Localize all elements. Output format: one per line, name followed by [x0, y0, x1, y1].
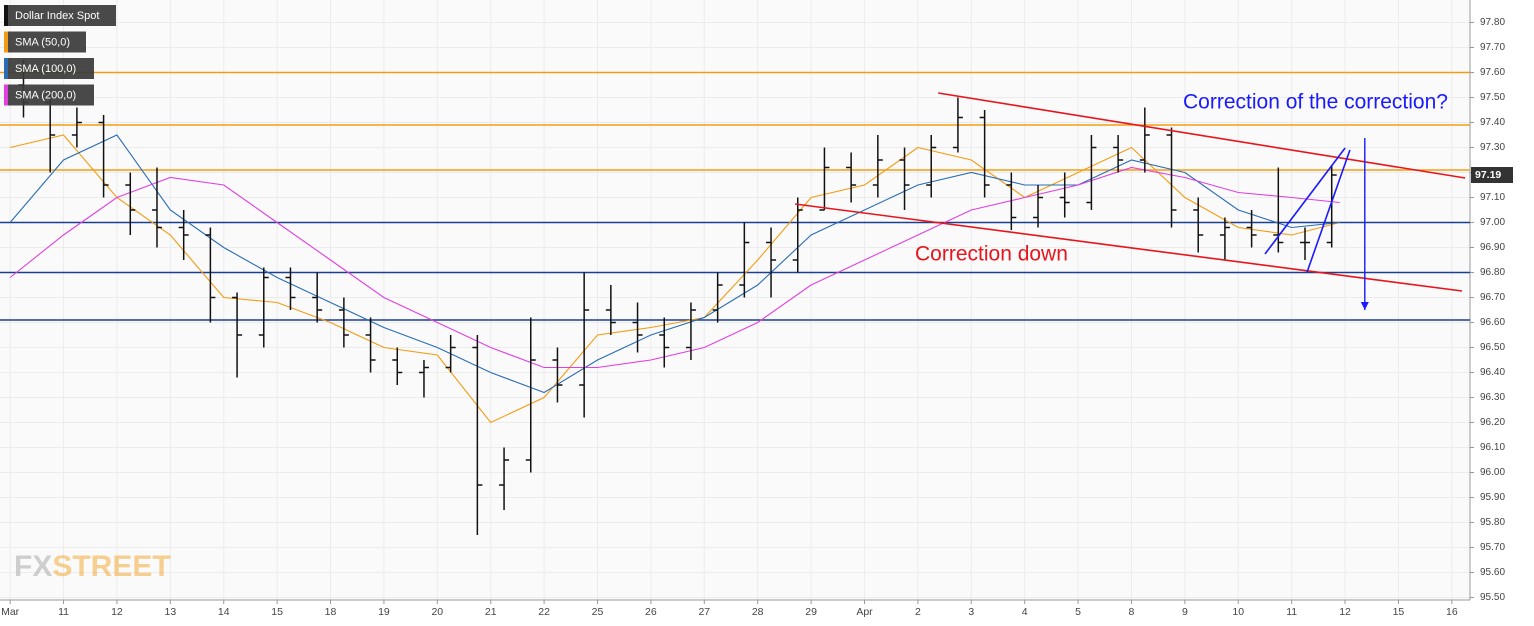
- x-tick-label: 9: [1182, 606, 1188, 618]
- x-tick-label: 18: [325, 606, 337, 618]
- legend-swatch: [4, 5, 8, 26]
- x-tick-label: 15: [1393, 606, 1405, 618]
- legend-swatch: [4, 31, 8, 53]
- y-tick-label: 96.40: [1480, 367, 1505, 378]
- legend-box: [4, 58, 94, 79]
- y-tick-label: 96.10: [1480, 442, 1505, 453]
- y-tick-label: 97.30: [1480, 142, 1505, 153]
- sma-line: [9, 134, 1340, 394]
- x-tick-label: 8: [1129, 606, 1135, 618]
- x-tick-label: Apr: [856, 606, 873, 618]
- y-tick-label: 97.70: [1480, 42, 1505, 53]
- x-tick-label: 4: [1022, 606, 1028, 618]
- legend-label: SMA (200,0): [15, 89, 76, 101]
- x-tick-label: 22: [538, 606, 550, 618]
- x-tick-label: 12: [111, 606, 123, 618]
- annotation: Correction of the correction?: [1183, 91, 1448, 114]
- trendline: [938, 92, 1466, 179]
- x-tick-label: 27: [698, 606, 710, 618]
- legend-swatch: [4, 58, 8, 79]
- y-tick-label: 95.50: [1480, 592, 1505, 603]
- legend-label: SMA (100,0): [15, 63, 76, 75]
- x-tick-label: 28: [752, 606, 764, 618]
- trendline: [1264, 147, 1346, 255]
- x-tick-label: 5: [1075, 606, 1081, 618]
- y-tick-label: 96.90: [1480, 242, 1505, 253]
- trendline: [794, 203, 1463, 292]
- last-price-box: [1471, 167, 1513, 183]
- y-tick-label: 96.30: [1480, 392, 1505, 403]
- y-tick-label: 97.80: [1480, 17, 1505, 28]
- y-tick-label: 95.80: [1480, 517, 1505, 528]
- y-tick-label: 95.60: [1480, 567, 1505, 578]
- y-tick-label: 97.50: [1480, 92, 1505, 103]
- legend-box: [4, 31, 86, 53]
- y-tick-label: 96.20: [1480, 417, 1505, 428]
- x-tick-label: 13: [164, 606, 176, 618]
- x-tick-label: 19: [378, 606, 390, 618]
- annotation: Correction down: [915, 243, 1068, 266]
- x-tick-label: 12: [1339, 606, 1351, 618]
- y-tick-label: 96.80: [1480, 267, 1505, 278]
- x-tick-label: 26: [645, 606, 657, 618]
- y-tick-label: 97.60: [1480, 67, 1505, 78]
- x-tick-label: Mar: [1, 606, 20, 618]
- y-tick-label: 96.00: [1480, 467, 1505, 478]
- x-tick-label: 20: [431, 606, 443, 618]
- x-tick-label: 10: [1232, 606, 1244, 618]
- y-tick-label: 95.90: [1480, 492, 1505, 503]
- legend-label: Dollar Index Spot: [15, 10, 99, 22]
- y-tick-label: 95.70: [1480, 542, 1505, 553]
- x-tick-label: 16: [1446, 606, 1458, 618]
- trendline: [1306, 149, 1351, 273]
- watermark: FXSTREET: [14, 550, 171, 583]
- y-tick-label: 97.10: [1480, 192, 1505, 203]
- legend-box: [4, 5, 116, 26]
- x-tick-label: 29: [805, 606, 817, 618]
- y-tick-label: 96.50: [1480, 342, 1505, 353]
- watermark-part: FX: [14, 550, 52, 583]
- x-tick-label: 25: [592, 606, 604, 618]
- y-tick-label: 96.60: [1480, 317, 1505, 328]
- y-tick-label: 97.00: [1480, 217, 1505, 228]
- x-tick-label: 2: [915, 606, 921, 618]
- watermark-part: STREET: [52, 550, 170, 583]
- legend-box: [4, 84, 94, 106]
- x-tick-label: 3: [968, 606, 974, 618]
- sma-line: [9, 134, 1340, 424]
- last-price-label: 97.19: [1475, 169, 1501, 181]
- arrow-head: [1360, 302, 1369, 310]
- x-tick-label: 11: [1286, 606, 1297, 618]
- legend-swatch: [4, 84, 8, 106]
- x-tick-label: 15: [271, 606, 283, 618]
- y-tick-label: 96.70: [1480, 292, 1505, 303]
- x-tick-label: 21: [485, 606, 497, 618]
- y-tick-label: 97.40: [1480, 117, 1505, 128]
- sma-line: [9, 166, 1340, 369]
- x-tick-label: 14: [218, 606, 230, 618]
- legend-label: SMA (50,0): [15, 36, 70, 48]
- x-tick-label: 11: [58, 606, 69, 618]
